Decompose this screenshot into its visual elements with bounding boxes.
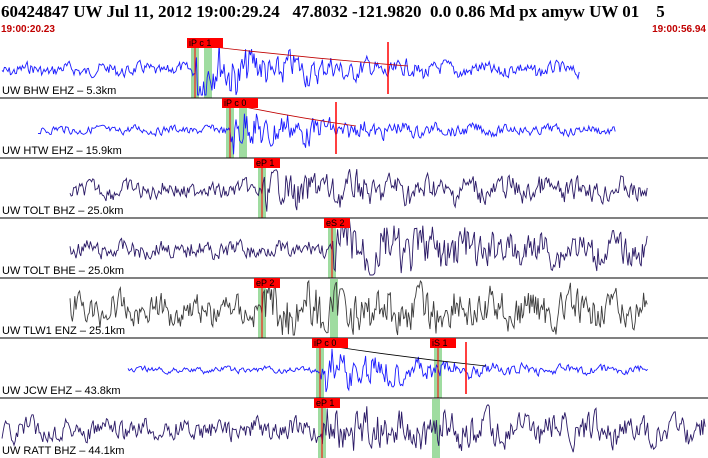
waveform-trace	[69, 169, 648, 212]
coda-curve	[204, 45, 409, 67]
pick-label: iP c 0	[224, 98, 246, 108]
pick-label: iS 1	[432, 338, 448, 348]
pick-label-box[interactable]	[254, 278, 280, 288]
waveform-trace	[69, 279, 648, 336]
coda-curve	[239, 105, 357, 127]
pick-label: eS 2	[326, 218, 345, 228]
pick-label: eP 1	[256, 158, 274, 168]
station-label: UW BHW EHZ – 5.3km	[2, 85, 116, 97]
pick-window	[239, 99, 247, 158]
pick-label-box[interactable]	[222, 98, 258, 108]
pick-label: iP c 1	[189, 38, 211, 48]
waveform-trace	[1, 404, 706, 453]
station-label: UW JCW EHZ – 43.8km	[2, 385, 121, 397]
station-label: UW TOLT BHZ – 25.0km	[2, 205, 123, 217]
waveform-trace	[37, 113, 616, 155]
event-title: 60424847 UW Jul 11, 2012 19:00:29.24 47.…	[1, 2, 665, 21]
start-time-label: 19:00:20.23	[1, 24, 55, 35]
pick-window	[204, 39, 212, 98]
coda-curve	[329, 345, 487, 367]
station-label: UW RATT BHZ – 44.1km	[2, 445, 124, 457]
station-label: UW HTW EHZ – 15.9km	[2, 145, 122, 157]
pick-label-box[interactable]	[430, 338, 456, 348]
pick-label-box[interactable]	[312, 338, 348, 348]
pick-label-box[interactable]	[254, 158, 280, 168]
pick-window	[330, 279, 338, 338]
end-time-label: 19:00:56.94	[652, 24, 706, 35]
waveform-trace	[69, 219, 648, 276]
pick-label: eP 1	[316, 398, 334, 408]
pick-label: iP c 0	[314, 338, 336, 348]
waveform-trace	[1, 42, 580, 96]
waveform-trace	[127, 348, 648, 393]
event-header: 60424847 UW Jul 11, 2012 19:00:29.24 47.…	[0, 0, 708, 38]
pick-label-box[interactable]	[187, 38, 223, 48]
pick-label-box[interactable]	[314, 398, 340, 408]
pick-label-box[interactable]	[324, 218, 350, 228]
station-label: UW TOLT BHE – 25.0km	[2, 265, 124, 277]
station-label: UW TLW1 ENZ – 25.1km	[2, 325, 125, 337]
pick-label: eP 2	[256, 278, 274, 288]
